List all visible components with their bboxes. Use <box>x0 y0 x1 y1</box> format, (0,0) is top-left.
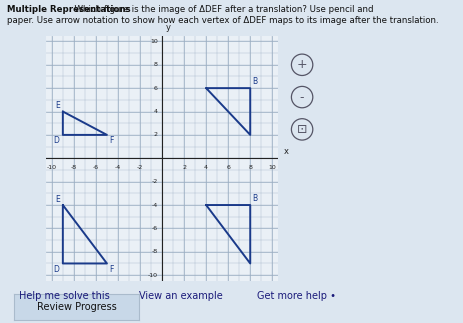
Text: -10: -10 <box>148 273 157 278</box>
Text: ⊡: ⊡ <box>297 123 307 136</box>
Text: -8: -8 <box>71 165 77 170</box>
Text: B: B <box>252 77 257 86</box>
Text: -10: -10 <box>47 165 57 170</box>
Text: +: + <box>297 58 307 71</box>
Text: -6: -6 <box>93 165 99 170</box>
Text: E: E <box>55 101 60 110</box>
Text: 6: 6 <box>154 86 157 91</box>
Text: 4: 4 <box>204 165 208 170</box>
Text: Get more help •: Get more help • <box>257 291 336 301</box>
Text: Help me solve this: Help me solve this <box>19 291 109 301</box>
Text: -2: -2 <box>151 179 157 184</box>
Text: B: B <box>252 194 257 203</box>
Text: Multiple Representations: Multiple Representations <box>7 5 131 14</box>
Text: F: F <box>109 265 113 274</box>
Text: F: F <box>109 136 113 145</box>
Text: paper. Use arrow notation to show how each vertex of ΔDEF maps to its image afte: paper. Use arrow notation to show how ea… <box>7 16 438 25</box>
Text: View an example: View an example <box>139 291 223 301</box>
Text: -6: -6 <box>151 226 157 231</box>
Text: 8: 8 <box>248 165 252 170</box>
Text: -4: -4 <box>115 165 121 170</box>
Text: Which figure is the image of ΔDEF after a translation? Use pencil and: Which figure is the image of ΔDEF after … <box>69 5 374 14</box>
Text: 4: 4 <box>154 109 157 114</box>
Text: x: x <box>283 147 288 156</box>
Text: E: E <box>55 195 60 204</box>
Text: Review Progress: Review Progress <box>37 302 116 312</box>
Text: y: y <box>165 23 170 32</box>
Text: -2: -2 <box>137 165 143 170</box>
Text: -8: -8 <box>151 249 157 254</box>
Text: D: D <box>54 136 60 145</box>
Text: 6: 6 <box>226 165 230 170</box>
Text: 2: 2 <box>182 165 186 170</box>
Text: 2: 2 <box>154 132 157 137</box>
Text: 10: 10 <box>150 39 157 44</box>
Text: D: D <box>54 265 60 274</box>
Text: 8: 8 <box>154 62 157 67</box>
Text: -: - <box>300 90 304 104</box>
Text: 10: 10 <box>269 165 276 170</box>
Text: -4: -4 <box>151 203 157 208</box>
